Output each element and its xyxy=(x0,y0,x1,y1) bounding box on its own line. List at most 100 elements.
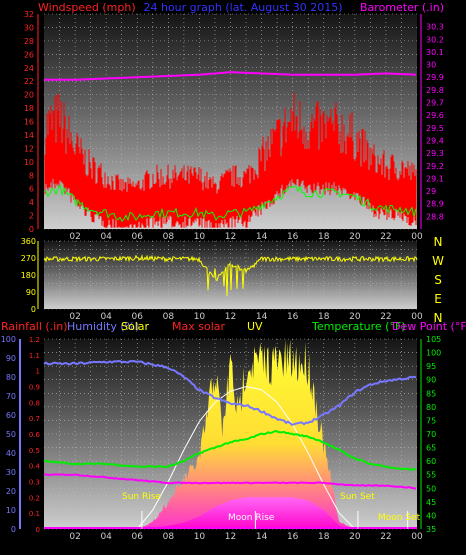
rainfall-tick-label: 0.2 xyxy=(29,494,40,502)
legend-rainfall: Rainfall (.in) xyxy=(1,320,68,333)
temperature-tick-label: 90 xyxy=(426,376,436,385)
temperature-tick-label: 85 xyxy=(426,389,436,398)
rainfall-tick-label: 1.1 xyxy=(29,352,40,360)
x-tick-label: 12 xyxy=(225,532,236,542)
temperature-tick-label: 75 xyxy=(426,416,436,425)
humidity-tick-label: 50 xyxy=(6,430,16,439)
temperature-tick-label: 40 xyxy=(426,511,436,520)
barometer-tick-label: 29.2 xyxy=(426,162,444,171)
barometer-tick-label: 29.9 xyxy=(426,73,444,82)
temperature-tick-label: 80 xyxy=(426,403,436,412)
x-tick-label: 14 xyxy=(256,532,268,542)
x-tick-label: 20 xyxy=(349,312,361,322)
windspeed-tick-label: 4 xyxy=(29,198,34,207)
windspeed-tick-label: 18 xyxy=(24,104,34,113)
x-tick-label: 08 xyxy=(163,312,175,322)
temperature-tick-label: 45 xyxy=(426,498,436,507)
x-tick-label: 04 xyxy=(100,532,112,542)
legend-solar: Solar xyxy=(121,320,150,333)
humidity-tick-label: 100 xyxy=(1,335,16,344)
sun-rise-label: Sun Rise xyxy=(122,492,161,502)
uv-area xyxy=(137,497,355,529)
direction-tick-label: 180 xyxy=(21,271,36,280)
temperature-tick-label: 95 xyxy=(426,362,436,371)
x-tick-label: 14 xyxy=(256,232,268,242)
temperature-tick-label: 50 xyxy=(426,484,436,493)
barometer-tick-label: 29 xyxy=(426,187,436,196)
barometer-tick-label: 29.1 xyxy=(426,174,444,183)
moon-set-label: Moon Set xyxy=(378,513,421,523)
compass-label: E xyxy=(434,292,442,306)
windspeed-tick-label: 26 xyxy=(24,50,34,59)
barometer-tick-label: 29.3 xyxy=(426,149,444,158)
humidity-tick-label: 0 xyxy=(11,525,16,534)
barometer-tick-label: 30.1 xyxy=(426,48,444,57)
x-tick-label: 04 xyxy=(100,312,112,322)
direction-tick-label: 90 xyxy=(26,288,36,297)
x-tick-label: 06 xyxy=(132,232,144,242)
rainfall-tick-label: 0.5 xyxy=(29,447,40,455)
x-tick-label: 00 xyxy=(411,532,423,542)
humidity-tick-label: 20 xyxy=(6,487,16,496)
rainfall-tick-label: 0.3 xyxy=(29,479,40,487)
x-tick-label: 18 xyxy=(318,232,330,242)
windspeed-axis-title: Windspeed (mph) xyxy=(38,1,136,14)
windspeed-tick-label: 32 xyxy=(24,10,34,19)
avg-wind-line xyxy=(43,183,417,223)
temperature-tick-label: 100 xyxy=(426,349,441,358)
rainfall-tick-label: 0 xyxy=(36,526,40,534)
x-tick-label: 18 xyxy=(318,532,330,542)
windspeed-tick-label: 14 xyxy=(24,131,34,140)
x-tick-label: 02 xyxy=(69,232,80,242)
chart-title: 24 hour graph (lat. August 30 2015) xyxy=(143,1,342,14)
windspeed-tick-label: 2 xyxy=(29,212,34,221)
windspeed-tick-label: 0 xyxy=(29,225,34,234)
rainfall-tick-label: 0.9 xyxy=(29,384,40,392)
temperature-tick-label: 60 xyxy=(426,457,436,466)
humidity-line xyxy=(43,359,417,426)
windspeed-tick-label: 30 xyxy=(24,23,34,32)
legend-uv: UV xyxy=(247,320,263,333)
windspeed-tick-label: 12 xyxy=(24,144,34,153)
moon-rise-label: Moon Rise xyxy=(228,513,275,523)
windspeed-tick-label: 8 xyxy=(29,171,34,180)
windspeed-tick-label: 10 xyxy=(24,158,34,167)
direction-tick-label: 270 xyxy=(21,254,36,263)
x-tick-label: 20 xyxy=(349,532,361,542)
barometer-tick-label: 28.8 xyxy=(426,212,444,221)
humidity-tick-label: 30 xyxy=(6,468,16,477)
x-tick-label: 10 xyxy=(194,312,206,322)
temperature-tick-label: 105 xyxy=(426,335,441,344)
windspeed-tick-label: 20 xyxy=(24,91,34,100)
max-solar-line xyxy=(136,386,354,530)
temperature-tick-label: 35 xyxy=(426,525,436,534)
x-tick-label: 18 xyxy=(318,312,330,322)
humidity-tick-label: 80 xyxy=(6,373,16,382)
x-tick-label: 16 xyxy=(287,232,299,242)
x-tick-label: 22 xyxy=(380,312,391,322)
barometer-tick-label: 29.4 xyxy=(426,136,444,145)
x-tick-label: 20 xyxy=(349,232,361,242)
direction-line xyxy=(43,254,418,297)
x-tick-label: 08 xyxy=(163,232,175,242)
humidity-tick-label: 10 xyxy=(6,506,16,515)
x-tick-label: 00 xyxy=(411,312,423,322)
direction-tick-label: 0 xyxy=(31,305,36,314)
compass-label: N xyxy=(434,235,443,249)
x-tick-label: 10 xyxy=(194,532,206,542)
legend-humidity: Humidity (%) xyxy=(67,320,139,333)
rainfall-tick-label: 0.8 xyxy=(29,399,40,407)
barometer-tick-label: 29.7 xyxy=(426,99,444,108)
barometer-tick-label: 30.3 xyxy=(426,23,444,32)
x-tick-label: 10 xyxy=(194,232,206,242)
barometer-tick-label: 28.9 xyxy=(426,200,444,209)
x-tick-label: 22 xyxy=(380,532,391,542)
rainfall-tick-label: 0.6 xyxy=(29,431,41,439)
humidity-tick-label: 90 xyxy=(6,354,16,363)
windspeed-tick-label: 24 xyxy=(24,64,34,73)
barometer-tick-label: 29.5 xyxy=(426,124,444,133)
x-tick-label: 16 xyxy=(287,532,299,542)
rainfall-tick-label: 0.4 xyxy=(29,463,41,471)
